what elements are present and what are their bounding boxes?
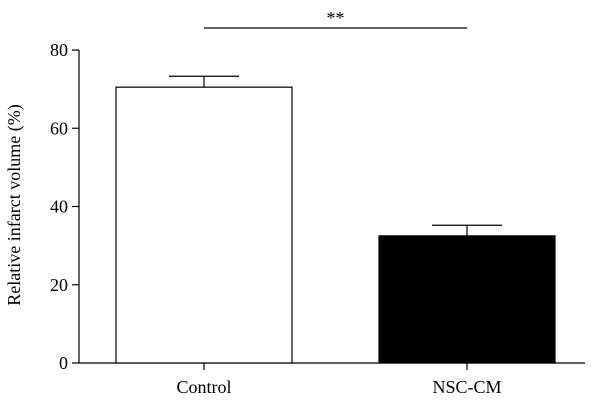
bar-control [115,86,293,364]
y-tick-label: 20 [50,275,68,295]
x-tick-label: Control [176,377,231,397]
y-tick-label: 0 [59,353,68,373]
y-tick-label: 80 [50,40,68,60]
y-tick-label: 40 [50,197,68,217]
y-axis-title: Relative infarct volume (%) [4,104,25,305]
bar-nsc-cm [378,235,556,364]
y-tick-label: 60 [50,118,68,138]
x-tick-label: NSC-CM [432,377,501,397]
significance-label: ** [327,8,345,28]
chart-marks: ** [115,8,556,364]
